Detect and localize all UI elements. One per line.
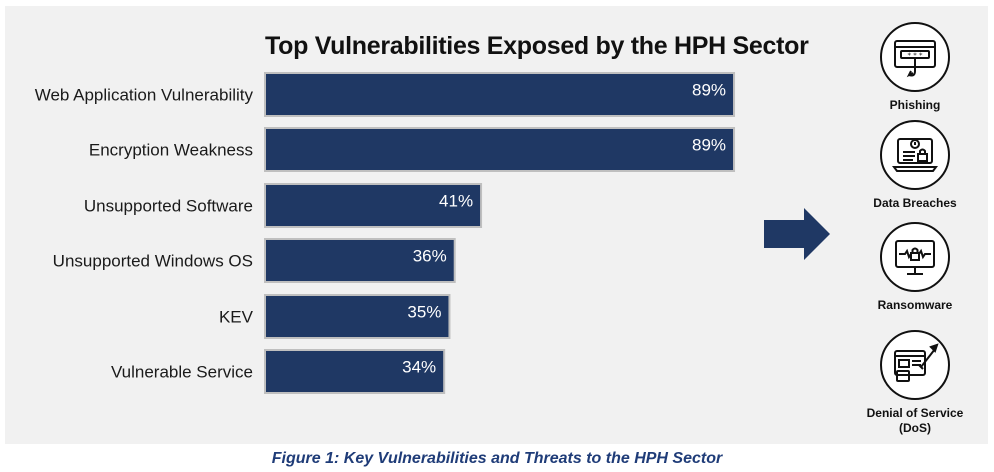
bar-0 [264, 72, 736, 117]
threat-label: Phishing [889, 98, 941, 112]
data-breach-icon [880, 120, 950, 190]
category-label: Vulnerable Service [111, 363, 253, 382]
ransomware-icon [880, 222, 950, 292]
value-label: 36% [413, 247, 447, 266]
threat-ransomware: Ransomware [855, 222, 975, 313]
category-label: Unsupported Software [84, 197, 253, 216]
right-arrow-icon [764, 208, 830, 260]
figure-caption: Figure 1: Key Vulnerabilities and Threat… [271, 450, 723, 467]
threat-data-breaches: Data Breaches [855, 120, 975, 211]
bar-3 [264, 238, 456, 283]
bar-1 [264, 127, 736, 172]
category-label: Encryption Weakness [89, 141, 253, 160]
category-label: Web Application Vulnerability [35, 86, 254, 105]
dos-icon [880, 330, 950, 400]
category-label: KEV [219, 308, 254, 327]
threat-label: Data Breaches [873, 196, 957, 210]
value-label: 34% [402, 358, 436, 377]
value-label: 41% [439, 192, 473, 211]
threat-label: Ransomware [877, 298, 953, 312]
svg-text:* * *: * * * [908, 52, 923, 60]
bar-5 [264, 349, 446, 394]
value-label: 89% [692, 81, 726, 100]
chart-title: Top Vulnerabilities Exposed by the HPH S… [265, 32, 809, 60]
value-label: 89% [692, 136, 726, 155]
threat-label: Denial of Service (DoS) [866, 406, 964, 435]
category-label: Unsupported Windows OS [53, 252, 253, 271]
bar-4 [264, 294, 451, 339]
threat-dos: Denial of Service (DoS) [855, 330, 975, 436]
value-label: 35% [407, 303, 441, 322]
threat-phishing: * * * Phishing [855, 22, 975, 113]
phishing-icon: * * * [880, 22, 950, 92]
bar-2 [264, 183, 483, 228]
